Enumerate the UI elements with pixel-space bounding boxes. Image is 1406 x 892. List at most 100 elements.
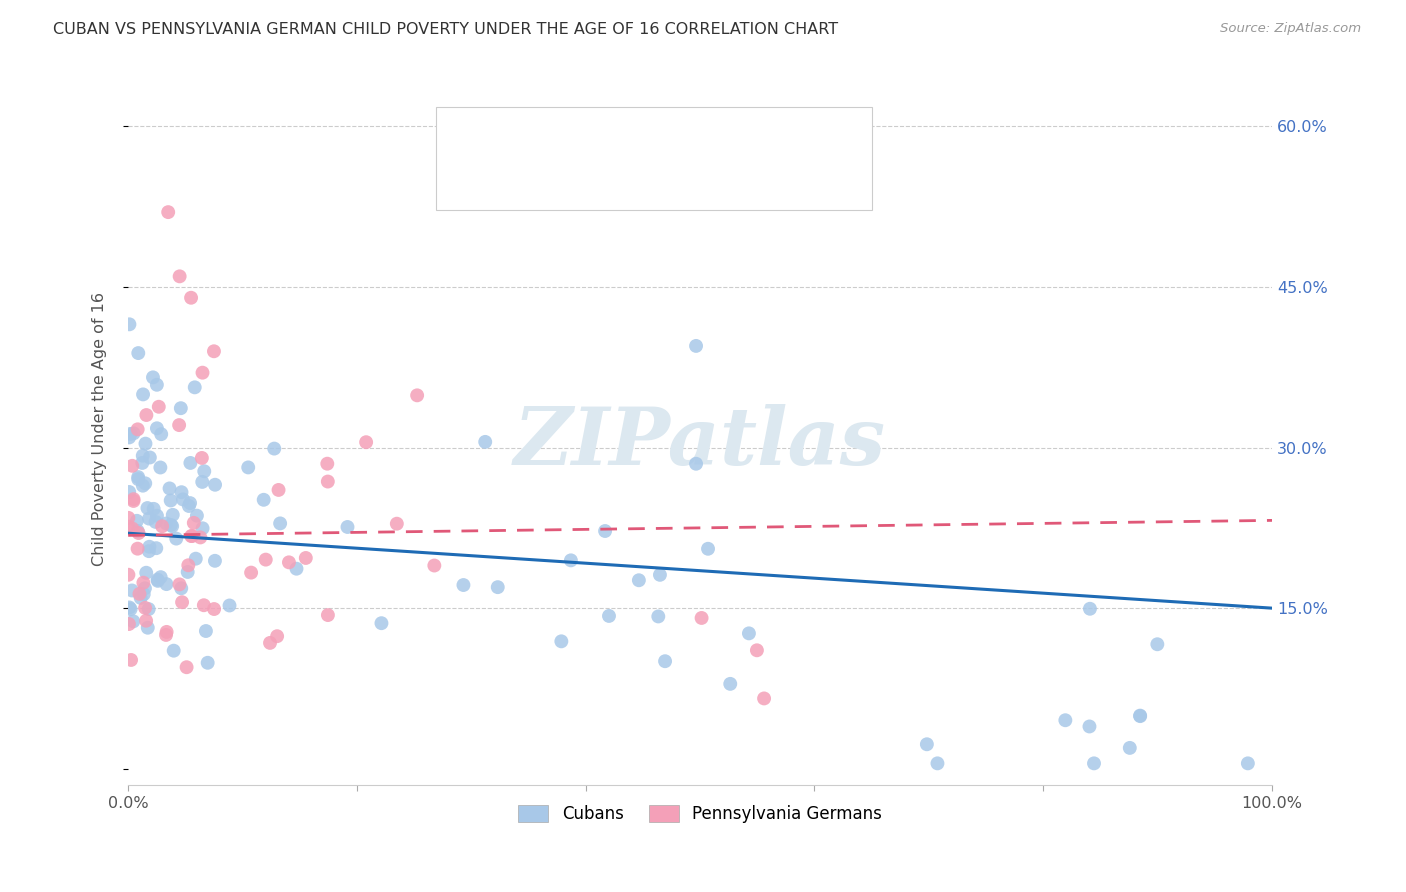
Point xyxy=(1237,756,1260,771)
Point xyxy=(169,269,191,284)
Point xyxy=(191,521,214,535)
Point xyxy=(149,570,172,584)
Point xyxy=(170,582,193,596)
Point xyxy=(131,456,153,470)
Point xyxy=(385,516,408,531)
Point xyxy=(193,599,215,613)
Point xyxy=(181,529,204,543)
Point xyxy=(120,426,142,441)
Text: 105: 105 xyxy=(651,130,686,148)
Point xyxy=(122,492,145,507)
Point xyxy=(128,587,150,601)
Point xyxy=(1054,713,1077,727)
Point xyxy=(598,609,620,624)
Point xyxy=(146,508,169,523)
Point xyxy=(184,551,207,566)
Point xyxy=(204,477,226,491)
Point xyxy=(370,616,392,631)
Point xyxy=(117,511,139,525)
Point xyxy=(1083,756,1105,771)
Point xyxy=(194,624,217,638)
Point xyxy=(191,450,214,465)
Point xyxy=(1078,719,1101,733)
Point xyxy=(690,611,713,625)
Point xyxy=(169,577,191,591)
Point xyxy=(162,508,184,522)
Point xyxy=(240,566,263,580)
Point xyxy=(165,532,187,546)
Point xyxy=(172,492,194,507)
Point xyxy=(132,478,155,492)
Point xyxy=(155,628,177,642)
Point xyxy=(927,756,949,771)
Point xyxy=(146,573,169,587)
Point xyxy=(118,318,141,332)
Point xyxy=(134,436,156,450)
Point xyxy=(157,205,180,219)
Point xyxy=(202,344,225,359)
Point xyxy=(146,377,169,392)
Point xyxy=(172,595,194,609)
Point xyxy=(266,629,288,643)
Point xyxy=(146,421,169,435)
Point xyxy=(186,508,208,523)
Point xyxy=(139,450,162,465)
Point xyxy=(159,493,181,508)
Point xyxy=(191,475,214,489)
Point xyxy=(160,517,183,532)
Point xyxy=(146,574,169,588)
Point xyxy=(263,442,285,456)
Point xyxy=(132,587,155,601)
Point xyxy=(718,677,741,691)
Point xyxy=(145,541,167,556)
Point xyxy=(184,380,207,394)
Point xyxy=(354,435,377,450)
Point xyxy=(486,580,509,594)
Point xyxy=(1119,740,1142,755)
Point xyxy=(132,387,155,401)
Point xyxy=(550,634,572,648)
Point xyxy=(127,541,149,556)
Point xyxy=(135,566,157,580)
Point xyxy=(648,567,671,582)
Point xyxy=(253,492,276,507)
Point xyxy=(132,575,155,590)
Point xyxy=(269,516,291,531)
Point xyxy=(697,541,720,556)
Text: ZIPatlas: ZIPatlas xyxy=(515,404,886,482)
Text: 55: 55 xyxy=(651,168,673,186)
Point xyxy=(170,401,193,416)
Point xyxy=(177,499,200,513)
Point xyxy=(148,400,170,414)
Point xyxy=(136,501,159,516)
Point xyxy=(188,530,211,544)
Point xyxy=(179,456,201,470)
Point xyxy=(752,691,775,706)
Point xyxy=(170,485,193,500)
Point xyxy=(118,430,141,444)
Point xyxy=(193,464,215,478)
Point xyxy=(120,602,142,616)
Point xyxy=(745,643,768,657)
Point xyxy=(204,554,226,568)
Point xyxy=(197,656,219,670)
Point xyxy=(267,483,290,497)
Point xyxy=(132,449,155,463)
Point xyxy=(647,609,669,624)
Point xyxy=(1129,708,1152,723)
Point xyxy=(593,524,616,538)
Point xyxy=(138,540,160,554)
Text: N =: N = xyxy=(612,168,648,186)
Point xyxy=(155,516,177,531)
Point xyxy=(238,460,260,475)
Y-axis label: Child Poverty Under the Age of 16: Child Poverty Under the Age of 16 xyxy=(93,292,107,566)
Point xyxy=(138,602,160,616)
Point xyxy=(142,501,165,516)
Point xyxy=(191,366,214,380)
Point xyxy=(127,524,149,538)
Point xyxy=(125,514,148,528)
Point xyxy=(127,346,149,360)
Point xyxy=(138,544,160,558)
Point xyxy=(316,475,339,489)
Point xyxy=(176,565,198,579)
